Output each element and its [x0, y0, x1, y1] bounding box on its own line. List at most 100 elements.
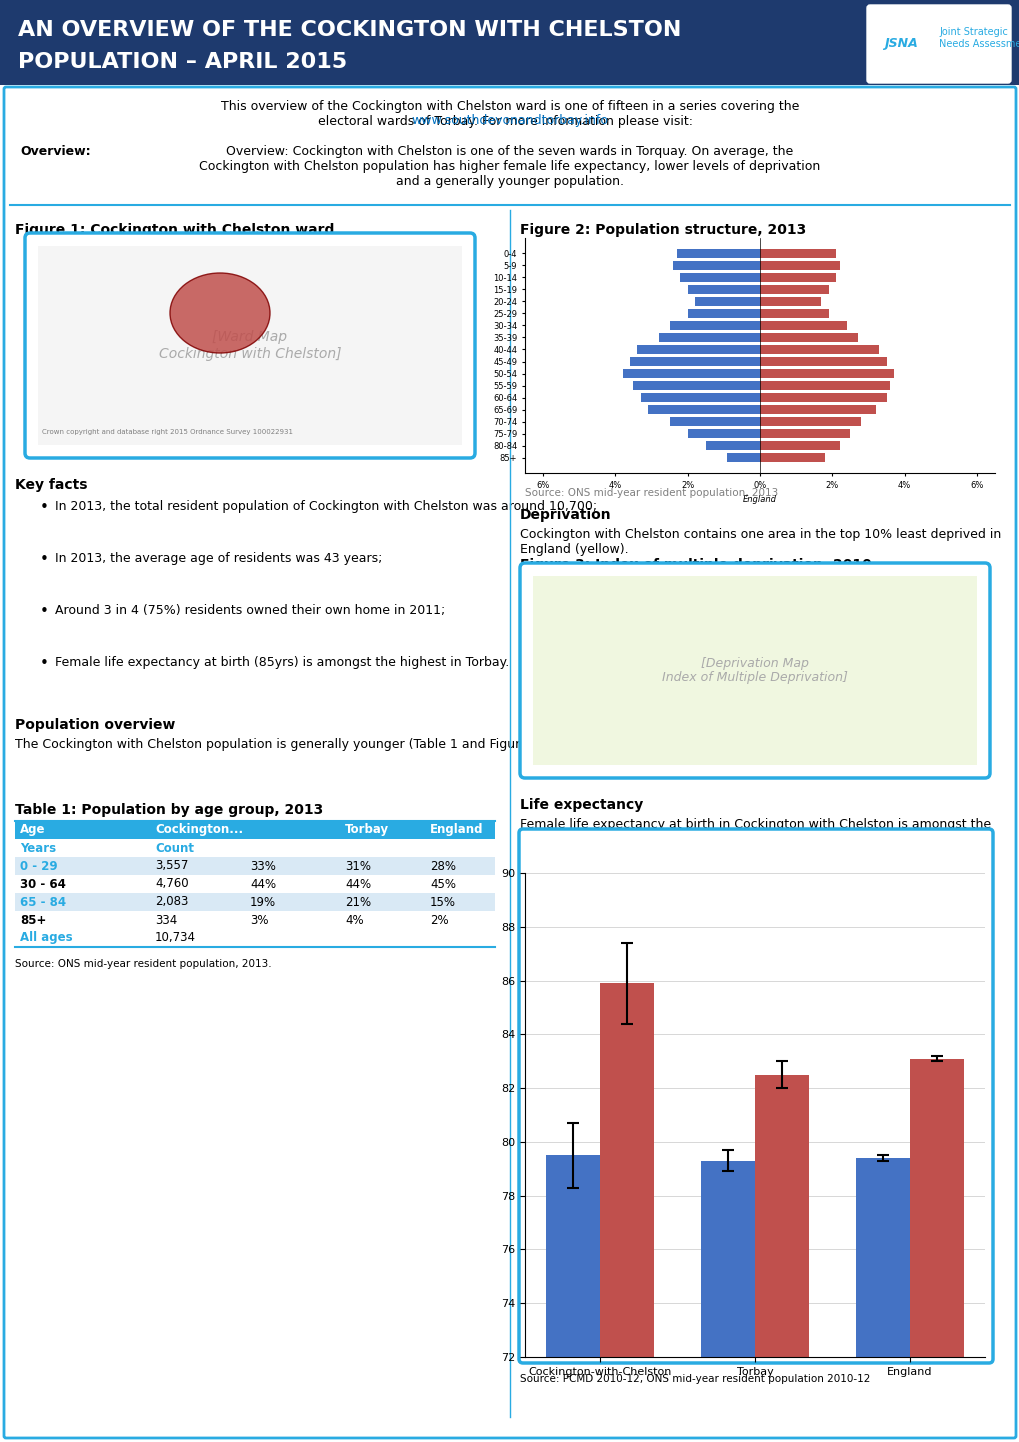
FancyBboxPatch shape — [519, 829, 993, 1363]
Bar — [15, 839, 494, 857]
Text: England: England — [430, 823, 483, 836]
FancyBboxPatch shape — [4, 87, 1015, 1438]
Text: Figure 3: Index of multiple deprivation, 2010: Figure 3: Index of multiple deprivation,… — [520, 558, 871, 572]
Legend: Males, Females: Males, Females — [668, 1439, 840, 1442]
Bar — [759, 284, 827, 294]
Bar — [640, 392, 759, 402]
Text: Crown copyright and database right 2015 Ordnance Survey 100022931: Crown copyright and database right 2015 … — [42, 430, 292, 435]
Text: www.southdevonandtorbay.info: www.southdevonandtorbay.info — [411, 114, 608, 127]
Text: 33%: 33% — [250, 859, 275, 872]
Bar — [759, 345, 878, 355]
Bar — [15, 911, 494, 929]
Text: AN OVERVIEW OF THE COCKINGTON WITH CHELSTON: AN OVERVIEW OF THE COCKINGTON WITH CHELS… — [18, 20, 681, 40]
Text: This overview of the Cockington with Chelston ward is one of fifteen in a series: This overview of the Cockington with Che… — [220, 99, 799, 128]
Text: Cockington with Chelston contains one area in the top 10% least deprived in Engl: Cockington with Chelston contains one ar… — [520, 528, 1001, 557]
Bar — [855, 1158, 909, 1442]
Text: 2%: 2% — [430, 913, 448, 927]
Bar — [759, 273, 836, 283]
Bar — [622, 369, 759, 378]
Text: Table 1: Population by age group, 2013: Table 1: Population by age group, 2013 — [15, 803, 323, 818]
Bar — [754, 1074, 808, 1442]
FancyBboxPatch shape — [25, 234, 475, 459]
Text: JSNA: JSNA — [883, 37, 917, 50]
Text: All ages: All ages — [20, 932, 72, 945]
Bar — [545, 1155, 599, 1442]
Bar — [759, 333, 857, 342]
Bar — [15, 893, 494, 911]
Bar — [700, 1161, 754, 1442]
Bar — [759, 261, 839, 270]
Bar — [759, 369, 893, 378]
Bar — [759, 405, 875, 414]
Bar — [673, 261, 759, 270]
Text: Years: Years — [20, 842, 56, 855]
Text: 0 - 29: 0 - 29 — [20, 859, 57, 872]
Text: 65 - 84: 65 - 84 — [20, 895, 66, 908]
Text: 85+: 85+ — [20, 913, 46, 927]
Text: •: • — [40, 656, 49, 671]
Text: 45%: 45% — [430, 878, 455, 891]
Bar — [687, 284, 759, 294]
Bar — [727, 453, 759, 463]
Bar — [759, 392, 886, 402]
Text: In 2013, the total resident population of Cockington with Chelston was around 10: In 2013, the total resident population o… — [55, 500, 596, 513]
Text: 21%: 21% — [344, 895, 371, 908]
Text: [Deprivation Map
Index of Multiple Deprivation]: [Deprivation Map Index of Multiple Depri… — [661, 656, 847, 685]
Text: 3%: 3% — [250, 913, 268, 927]
Bar — [629, 356, 759, 366]
Bar — [759, 417, 860, 427]
Bar — [687, 428, 759, 438]
Text: Torbay: Torbay — [344, 823, 388, 836]
Bar — [668, 417, 759, 427]
Bar — [599, 983, 653, 1442]
FancyBboxPatch shape — [866, 4, 1010, 84]
Bar — [15, 929, 494, 947]
Bar — [647, 405, 759, 414]
Text: 30 - 64: 30 - 64 — [20, 878, 66, 891]
Text: 44%: 44% — [344, 878, 371, 891]
Text: Around 3 in 4 (75%) residents owned their own home in 2011;: Around 3 in 4 (75%) residents owned thei… — [55, 604, 445, 617]
Text: Female life expectancy at birth in Cockington with Chelston is amongst the highe: Female life expectancy at birth in Cocki… — [520, 818, 990, 846]
Bar — [705, 441, 759, 450]
Bar — [0, 0, 1019, 85]
Text: Overview: Cockington with Chelston is one of the seven wards in Torquay. On aver: Overview: Cockington with Chelston is on… — [199, 146, 820, 187]
Text: Source: PCMD 2010-12, ONS mid-year resident population 2010-12: Source: PCMD 2010-12, ONS mid-year resid… — [520, 1374, 869, 1384]
Text: [Ward Map
Cockington with Chelston]: [Ward Map Cockington with Chelston] — [159, 330, 341, 360]
Text: Female life expectancy at birth (85yrs) is amongst the highest in Torbay.: Female life expectancy at birth (85yrs) … — [55, 656, 508, 669]
Bar — [909, 1058, 963, 1442]
Bar — [759, 381, 890, 391]
Text: Age: Age — [20, 823, 46, 836]
Bar — [15, 875, 494, 893]
Bar — [15, 820, 494, 839]
Bar — [694, 297, 759, 306]
Bar — [677, 248, 759, 258]
Bar — [680, 273, 759, 283]
Text: 10,734: 10,734 — [155, 932, 196, 945]
Bar — [633, 381, 759, 391]
Bar — [658, 333, 759, 342]
Text: The Cockington with Chelston population is generally younger (Table 1 and Figure: The Cockington with Chelston population … — [15, 738, 801, 751]
Text: Life expectancy: Life expectancy — [520, 797, 643, 812]
Text: Overview:: Overview: — [20, 146, 91, 159]
FancyBboxPatch shape — [520, 562, 989, 779]
Bar — [759, 297, 820, 306]
Text: 3,557: 3,557 — [155, 859, 189, 872]
Bar — [759, 248, 836, 258]
Bar — [637, 345, 759, 355]
Bar — [15, 857, 494, 875]
Text: Key facts: Key facts — [15, 477, 88, 492]
Text: Figure 2: Population structure, 2013: Figure 2: Population structure, 2013 — [520, 224, 805, 236]
Bar — [759, 428, 850, 438]
Text: Deprivation: Deprivation — [520, 508, 611, 522]
Text: 28%: 28% — [430, 859, 455, 872]
Text: 4%: 4% — [344, 913, 363, 927]
Bar — [759, 356, 886, 366]
Bar — [759, 441, 839, 450]
Text: Count: Count — [155, 842, 194, 855]
Bar — [759, 453, 824, 463]
Text: In 2013, the average age of residents was 43 years;: In 2013, the average age of residents wa… — [55, 552, 382, 565]
Text: Joint Strategic
Needs Assessment: Joint Strategic Needs Assessment — [938, 27, 1019, 49]
Text: 19%: 19% — [250, 895, 276, 908]
Bar — [38, 247, 462, 446]
Bar — [759, 309, 827, 319]
